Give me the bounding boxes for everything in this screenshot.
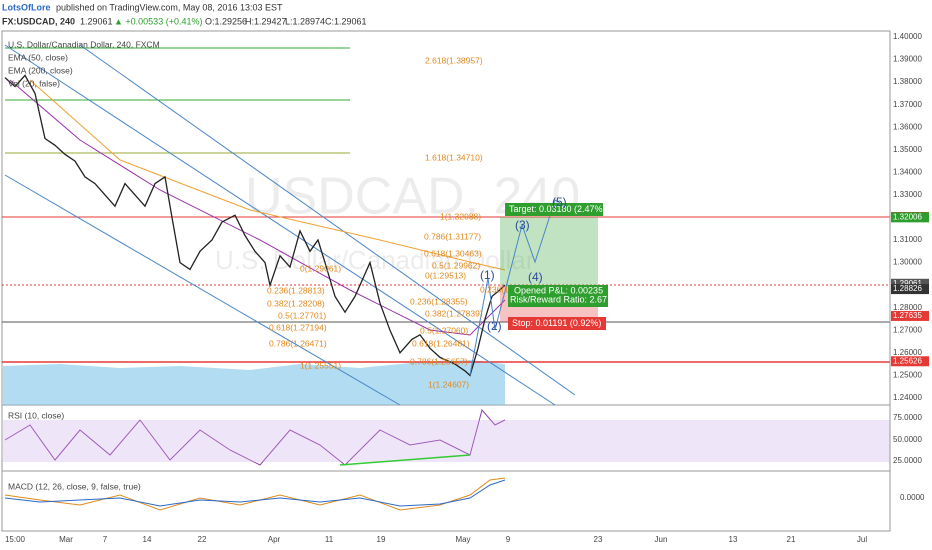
- fib-label: 1(1.25551): [300, 360, 341, 370]
- close: C:1.29061: [325, 16, 367, 26]
- wave-label: (2): [487, 319, 502, 333]
- low: L:1.28974: [285, 16, 325, 26]
- volume: [3, 360, 505, 405]
- fib-label: 0.618(1.30463): [424, 248, 482, 258]
- price-marker: [891, 278, 929, 289]
- price-axis-label: 1.38000: [893, 77, 922, 86]
- time-axis-label: Jul: [857, 535, 867, 544]
- wave-label: (5): [552, 195, 567, 209]
- time-axis-label: May: [455, 535, 470, 544]
- time-axis-label: 9: [506, 535, 511, 544]
- fib-label: 0(1.29061): [300, 263, 341, 273]
- watermark-name: U.S. Dollar/Canadian Dollar: [215, 245, 535, 275]
- price-axis-label: 1.40000: [893, 32, 922, 41]
- stop-label: Stop: 0.01191 (0.92%): [512, 318, 601, 328]
- wave-label: (4): [528, 270, 543, 284]
- time-axis-label: 14: [143, 535, 152, 544]
- time-axis-label: 19: [377, 535, 386, 544]
- price-marker-label: 1.29061: [893, 279, 922, 288]
- price-axis-label: 1.34000: [893, 167, 922, 176]
- published: published on TradingView.com, May 08, 20…: [56, 2, 283, 12]
- stop-box: [508, 317, 606, 330]
- price-axis-label: 1.37000: [893, 100, 922, 109]
- price-axis-label: 1.35000: [893, 145, 922, 154]
- fib-label: 1(1.24607): [428, 379, 469, 389]
- fib-label: 0.786(1.26471): [269, 338, 327, 348]
- macd-title[interactable]: MACD (12, 26, close, 9, false, true): [8, 481, 141, 491]
- time-axis-label: 23: [594, 535, 603, 544]
- change: ▲ +0.00533 (+0.41%): [114, 16, 202, 26]
- time-axis-label: 22: [198, 535, 207, 544]
- author[interactable]: LotsOfLore: [2, 2, 51, 12]
- rsi-tick-label: 50.0000: [893, 435, 922, 444]
- fib-label: 0.618(1.26481): [412, 338, 470, 348]
- price-axis-label: 1.39000: [893, 55, 922, 64]
- fib-label: 2.618(1.38957): [425, 55, 483, 65]
- pnl-label: Opened P&L: 0.00235: [514, 285, 603, 295]
- ratio-label: Risk/Reward Ratio: 2.67: [510, 294, 607, 304]
- watermark-symbol: USDCAD, 240: [245, 168, 580, 226]
- fib-label: 0.5(1.27060): [420, 325, 468, 335]
- rsi-title[interactable]: RSI (10, close): [8, 410, 64, 420]
- time-axis-label: 13: [729, 535, 738, 544]
- fib-label: 0.786(1.25657): [410, 356, 468, 366]
- target-label: Target: 0.03180 (2.47%): [509, 204, 606, 214]
- legend-item[interactable]: EMA (200, close): [8, 65, 73, 75]
- fib-label: 0.5(1.27701): [278, 310, 326, 320]
- open: O:1.29256: [205, 16, 247, 26]
- price-axis-label: 1.28000: [893, 303, 922, 312]
- price-axis-label: 1.33000: [893, 190, 922, 199]
- wave-label: (1): [480, 268, 495, 282]
- price-marker: [891, 284, 929, 295]
- price-axis-label: 1.30000: [893, 258, 922, 267]
- fib-label: 1.618(1.34710): [425, 152, 483, 162]
- time-axis-label: 21: [787, 535, 796, 544]
- rsi-tick-label: 75.0000: [893, 413, 922, 422]
- macd-tick-label: 0.0000: [900, 493, 925, 502]
- price-marker: [891, 356, 929, 367]
- time-axis-label: 11: [325, 535, 334, 544]
- fib-label: 0(1.29513): [425, 270, 466, 280]
- target-box: [505, 203, 603, 216]
- fib-label: 0.236(1.28813): [267, 285, 325, 295]
- time-axis-label: Mar: [59, 535, 73, 544]
- price-marker-label: 1.25626: [893, 356, 922, 365]
- price-marker: [891, 212, 929, 223]
- fib-label: 0.5(1.29962): [432, 260, 480, 270]
- time-axis-label: 15:00: [5, 535, 26, 544]
- wave-label: (3): [515, 218, 530, 232]
- fib-label: 0.786(1.31177): [424, 231, 481, 241]
- legend-item[interactable]: U.S. Dollar/Canadian Dollar, 240, FXCM: [8, 39, 160, 49]
- time-axis-label: Jun: [655, 535, 668, 544]
- high: H:1.29427: [245, 16, 287, 26]
- symbol: FX:USDCAD, 240: [2, 16, 75, 26]
- legend-item[interactable]: EMA (50, close): [8, 52, 68, 62]
- pnl-box: [508, 285, 608, 307]
- last: 1.29061: [80, 16, 113, 26]
- rsi-tick-label: 25.0000: [893, 456, 922, 465]
- price-marker: [891, 310, 929, 321]
- fib-label: 0.382(1.27839): [425, 308, 483, 318]
- price-axis-label: 1.26000: [893, 348, 922, 357]
- price-marker-label: 1.28826: [893, 284, 922, 293]
- price-axis-label: 1.24000: [893, 393, 922, 402]
- time-axis-label: Apr: [268, 535, 281, 544]
- fib-label: 1(1.32088): [440, 211, 481, 221]
- legend-item[interactable]: Vol (20, false): [8, 78, 60, 88]
- fib-label: 0.236(1.28355): [410, 296, 468, 306]
- price-marker-label: 1.32006: [893, 212, 922, 221]
- price-marker-label: 1.27635: [893, 311, 922, 320]
- fib-label: 0.382(1.28208): [267, 298, 325, 308]
- price-axis-label: 1.27000: [893, 325, 922, 334]
- price-axis-label: 1.36000: [893, 122, 922, 131]
- price-axis-label: 1.25000: [893, 371, 922, 380]
- fib-label: 0.618(1.27194): [269, 322, 327, 332]
- time-axis-label: 7: [103, 535, 108, 544]
- price-axis-label: 1.31000: [893, 235, 922, 244]
